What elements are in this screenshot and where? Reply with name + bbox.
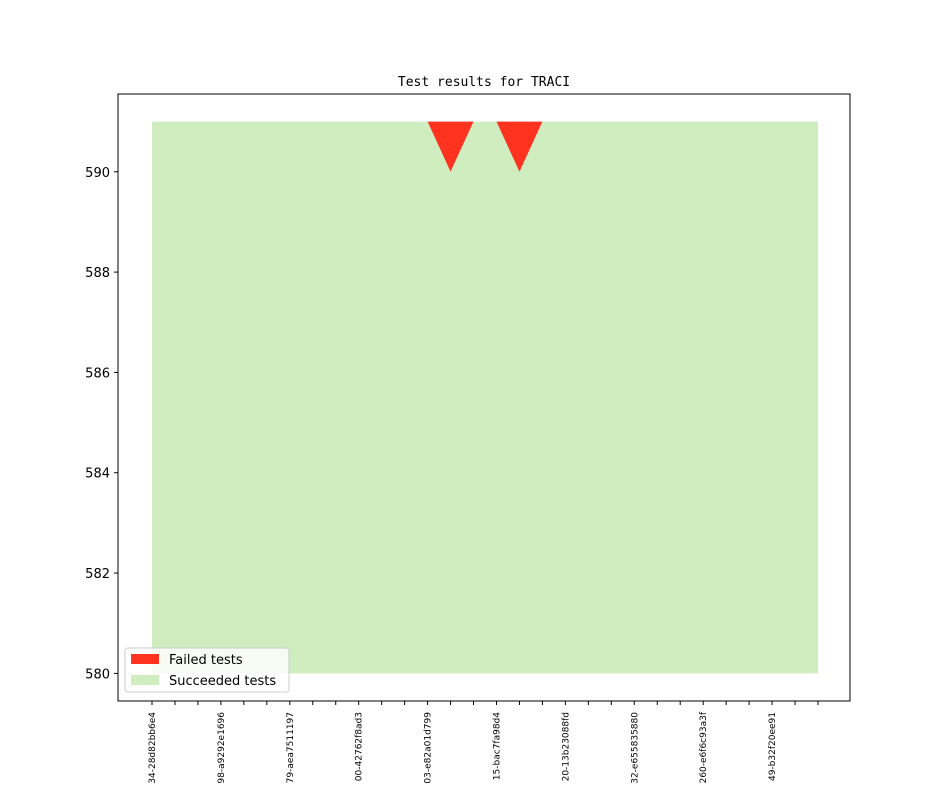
chart-title: Test results for TRACI [398, 75, 570, 90]
x-tick-label: 98-a9292e1696 [217, 712, 227, 784]
x-tick-label: 20-13b23088fd [561, 712, 571, 781]
legend-box [124, 647, 290, 693]
y-tick-label: 590 [85, 166, 110, 181]
x-tick-label: 00-42762f8ad3 [355, 712, 365, 781]
y-tick-label: 584 [85, 467, 110, 482]
legend-label: Failed tests [169, 653, 243, 668]
x-tick-label: 79-aea7511197 [286, 712, 296, 783]
x-tick-label: 49-b32f20ee91 [768, 712, 778, 781]
area [152, 121, 818, 674]
x-tick-label: 03-e82a01d799 [424, 712, 434, 784]
x-tick-label: 34-28d82bb6e4 [148, 712, 158, 784]
y-tick-label: 588 [85, 266, 110, 281]
x-tick-label: 32-e655835880 [630, 712, 640, 784]
plot-frame [117, 93, 851, 702]
x-tick-label: 15-bac7fa98d4 [492, 712, 502, 780]
legend-label: Succeeded tests [169, 674, 276, 689]
legend-swatch [131, 654, 159, 664]
y-tick-label: 586 [85, 366, 110, 381]
y-tick-label: 580 [85, 667, 110, 682]
legend-swatch [131, 675, 159, 685]
legend: Failed tests Succeeded tests [124, 647, 290, 693]
x-tick-label: 260-e6f6c93a3f [699, 711, 709, 783]
y-tick-label: 582 [85, 567, 110, 582]
